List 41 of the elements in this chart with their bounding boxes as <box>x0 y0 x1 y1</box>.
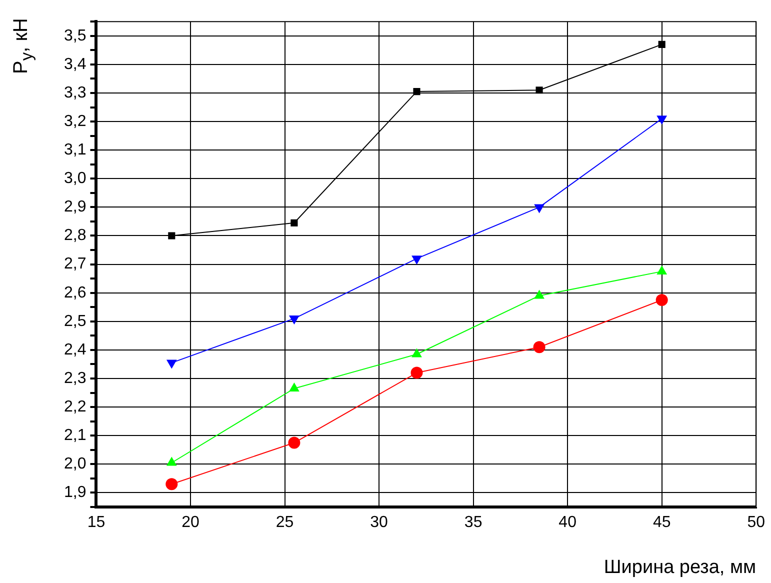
y-tick-label: 3,5 <box>64 27 86 44</box>
x-tick-label: 30 <box>370 514 388 532</box>
x-tick-label: 50 <box>747 514 766 532</box>
y-tick-label: 3,3 <box>64 84 86 102</box>
point <box>289 382 300 392</box>
point <box>166 478 178 490</box>
y-tick-label: 1,9 <box>64 484 86 502</box>
x-tick-label: 15 <box>87 514 106 532</box>
point <box>410 366 423 379</box>
y-tick-label: 3,4 <box>64 56 86 73</box>
y-tick-label: 2,4 <box>64 341 86 358</box>
point <box>656 265 668 274</box>
x-tick-label: 45 <box>652 514 671 532</box>
y-tick-label: 2,7 <box>64 256 86 273</box>
point <box>534 290 544 299</box>
x-tick-label: 20 <box>182 514 200 532</box>
x-tick-label: 25 <box>276 514 294 532</box>
point <box>412 348 422 358</box>
y-tick-label: 3,1 <box>64 141 86 158</box>
point <box>533 341 546 354</box>
y-tick-label: 3,0 <box>64 170 86 188</box>
y-tick-label: 2,8 <box>64 227 86 244</box>
y-tick-label: 2,6 <box>64 284 86 302</box>
point <box>166 456 177 466</box>
x-tick-label: 35 <box>464 514 482 532</box>
y-tick-label: 2,0 <box>64 456 86 473</box>
x-axis-title: Ширина реза, мм <box>604 556 756 578</box>
y-tick-label: 3,2 <box>64 112 86 130</box>
y-tick-label: 2,5 <box>64 312 86 330</box>
point <box>656 294 668 306</box>
point <box>288 436 300 449</box>
y-tick-label: 2,3 <box>64 370 86 387</box>
y-tick-label: 2,1 <box>64 427 86 444</box>
point <box>413 88 420 96</box>
y-tick-label: 2,2 <box>64 398 86 416</box>
x-tick-label: 40 <box>558 514 577 532</box>
point <box>536 86 543 94</box>
point <box>290 219 298 226</box>
point <box>658 40 666 48</box>
y-tick-label: 2,9 <box>64 198 86 216</box>
point <box>168 232 176 240</box>
